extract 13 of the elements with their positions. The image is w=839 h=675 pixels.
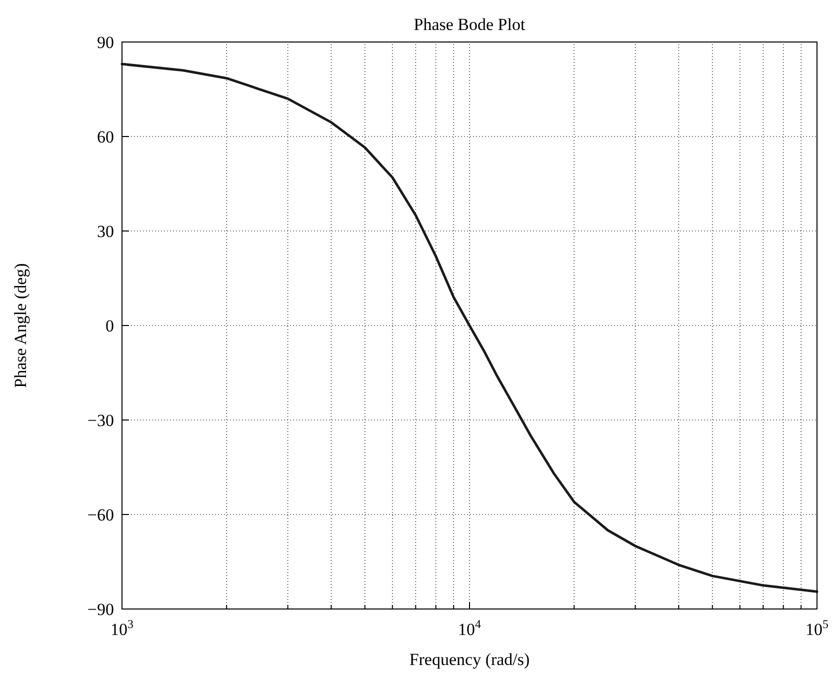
y-tick-label: −60	[87, 506, 114, 524]
x-tick-label: 10$^{3}$	[110, 617, 134, 639]
y-tick-label: 30	[97, 222, 114, 241]
y-tick-label: 60	[97, 128, 114, 146]
chart-title: Phase Bode Plot	[414, 15, 526, 34]
y-tick-label: −90	[87, 600, 114, 619]
y-tick-label: −30	[87, 411, 114, 430]
y-axis-title: Phase Angle (deg)	[11, 263, 30, 388]
x-tick-label: 10$^{4}$	[458, 617, 482, 639]
y-tick-label: 0	[106, 316, 114, 336]
y-tick-label: 90	[97, 33, 114, 52]
x-axis-title: Frequency (rad/s)	[409, 650, 530, 669]
x-tick-label: 10$^{5}$	[806, 617, 829, 639]
